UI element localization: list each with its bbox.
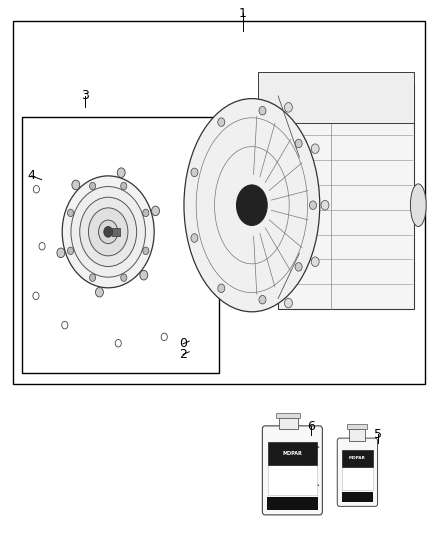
Circle shape <box>99 220 118 244</box>
Circle shape <box>121 274 127 281</box>
Circle shape <box>152 206 159 216</box>
Ellipse shape <box>410 184 426 227</box>
Circle shape <box>311 144 319 154</box>
Text: 1: 1 <box>239 7 247 20</box>
Bar <box>267 497 318 510</box>
Bar <box>342 492 373 502</box>
Text: 3: 3 <box>81 90 89 102</box>
Circle shape <box>143 209 149 216</box>
FancyBboxPatch shape <box>262 426 322 515</box>
Bar <box>22 117 219 373</box>
Text: 4: 4 <box>28 169 35 182</box>
Text: 5: 5 <box>374 428 381 441</box>
Text: 0: 0 <box>179 337 187 350</box>
Ellipse shape <box>237 185 267 225</box>
Bar <box>342 467 373 490</box>
Circle shape <box>88 208 128 256</box>
Circle shape <box>143 247 149 255</box>
Circle shape <box>89 182 95 190</box>
Text: 2: 2 <box>179 348 187 361</box>
Circle shape <box>309 201 316 209</box>
Bar <box>347 424 367 429</box>
Bar <box>278 85 414 309</box>
Circle shape <box>295 263 302 271</box>
Bar <box>112 228 120 236</box>
Bar <box>268 442 317 465</box>
Circle shape <box>285 298 293 308</box>
Circle shape <box>191 234 198 243</box>
Circle shape <box>67 247 74 255</box>
Text: MOPAR: MOPAR <box>283 450 302 456</box>
FancyBboxPatch shape <box>337 438 378 506</box>
Circle shape <box>121 182 127 190</box>
Circle shape <box>62 176 154 288</box>
Bar <box>276 413 300 418</box>
Circle shape <box>295 139 302 148</box>
Circle shape <box>218 118 225 126</box>
Circle shape <box>104 227 113 237</box>
Circle shape <box>71 187 145 277</box>
Circle shape <box>218 284 225 293</box>
Circle shape <box>321 200 329 210</box>
Circle shape <box>311 257 319 266</box>
Ellipse shape <box>184 99 320 312</box>
Circle shape <box>89 274 95 281</box>
Circle shape <box>259 107 266 115</box>
Bar <box>258 72 414 123</box>
Circle shape <box>140 270 148 280</box>
Bar <box>349 429 365 441</box>
Bar <box>268 465 317 495</box>
Bar <box>279 418 298 429</box>
Bar <box>342 450 373 467</box>
Circle shape <box>259 295 266 304</box>
Circle shape <box>67 209 74 216</box>
Bar <box>13 21 425 384</box>
Text: 6: 6 <box>307 420 315 433</box>
Circle shape <box>80 197 137 266</box>
Text: MOPAR: MOPAR <box>349 456 366 461</box>
Circle shape <box>117 168 125 177</box>
Circle shape <box>57 248 65 257</box>
Circle shape <box>95 287 103 297</box>
Circle shape <box>191 168 198 176</box>
Circle shape <box>72 180 80 190</box>
Circle shape <box>285 102 293 112</box>
